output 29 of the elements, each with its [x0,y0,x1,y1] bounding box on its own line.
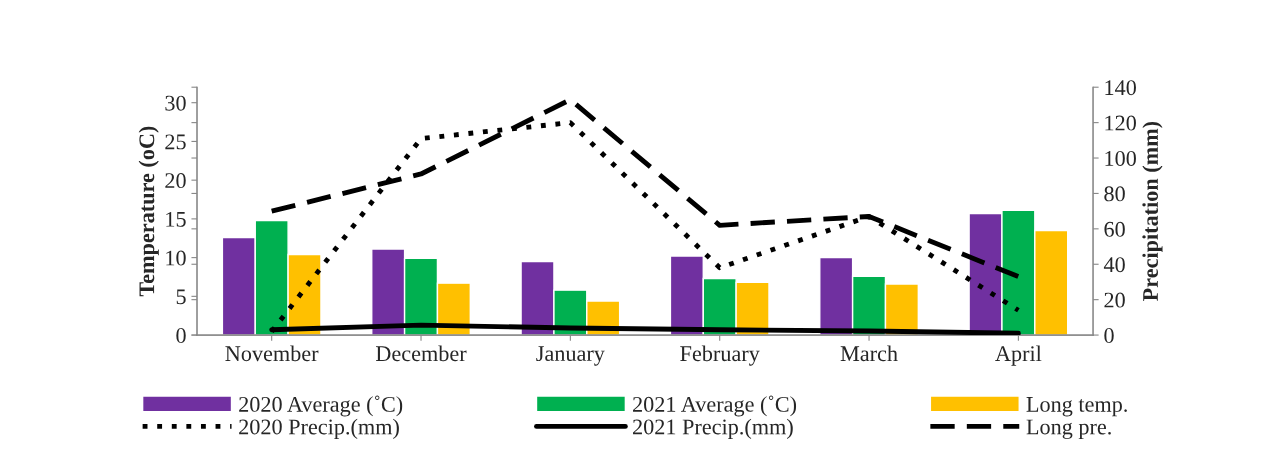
legend-label: 2020 Average (˚C) [239,395,403,417]
legend-label: 2021 Average (˚C) [633,395,797,417]
y-tick-label: 20 [165,173,186,189]
y2-axis-title: Precipitation (mm) [1142,121,1163,301]
y-tick-label: 25 [165,134,186,150]
y-tick-label: 5 [176,289,186,305]
x-tick-label: April [995,345,1042,366]
y-tick-label: 15 [166,211,186,227]
legend-label: Long temp. [1026,397,1127,417]
y2-tick-label: 100 [1105,150,1136,166]
x-tick-label: November [225,345,319,362]
y-tick-label: 10 [166,250,186,266]
legend-label: Long pre. [1026,419,1111,439]
x-tick-label: December [376,345,467,362]
x-tick-label: January [536,346,605,366]
y2-tick-label: 0 [1104,328,1114,343]
y2-tick-label: 20 [1104,292,1125,308]
y2-tick-label: 40 [1103,257,1125,273]
y2-tick-label: 60 [1104,221,1125,237]
y2-tick-label: 140 [1105,80,1136,96]
x-tick-label: February [680,345,760,366]
legend-label: 2021 Precip.(mm) [633,418,793,439]
x-tick-label: March [840,345,898,362]
y-axis-title: Temperature (oC) [138,126,159,297]
y2-tick-label: 120 [1105,115,1136,131]
y-tick-label: 30 [165,95,186,111]
y2-tick-label: 80 [1104,186,1125,202]
y-tick-label: 0 [176,328,186,343]
legend-label: 2020 Precip.(mm) [239,418,399,439]
